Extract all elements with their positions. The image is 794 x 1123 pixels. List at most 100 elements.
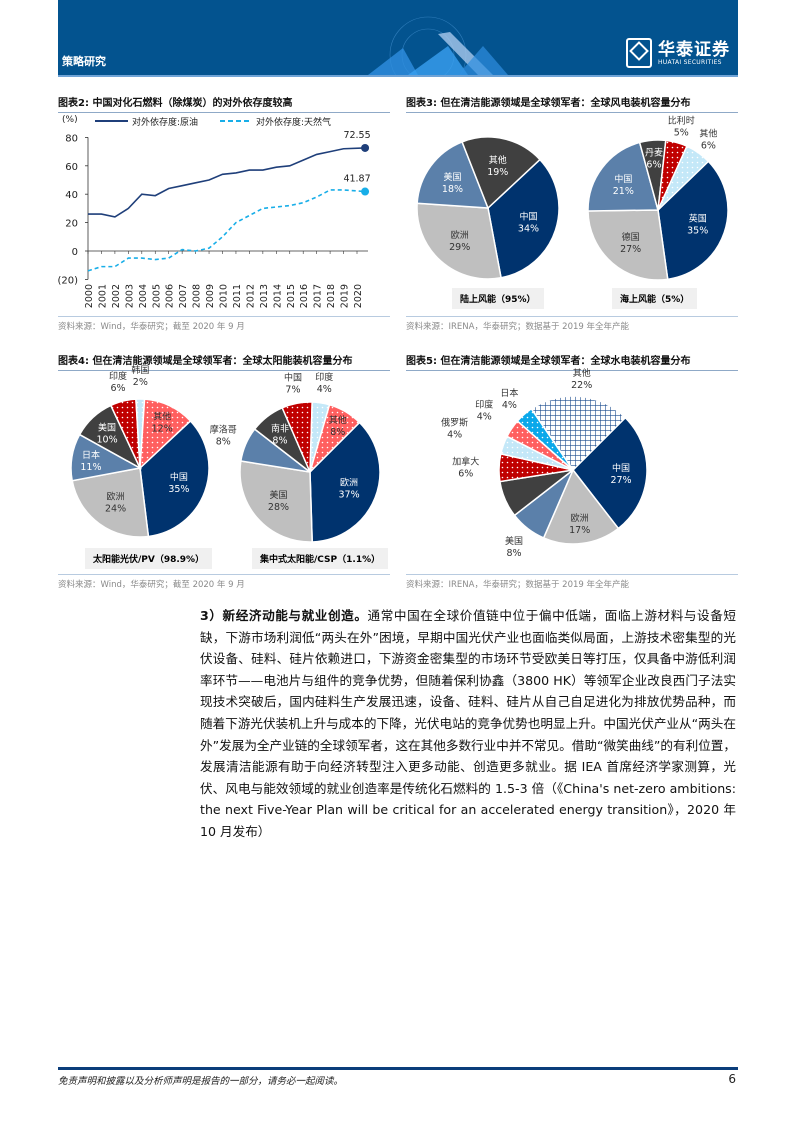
series-end-marker (361, 143, 370, 152)
fig3-title: 图表3: 但在清洁能源领域是全球领军者：全球风电装机容量分布 (406, 94, 738, 113)
pie-slice (416, 140, 490, 209)
pie-slice (572, 416, 648, 530)
pie-slice (657, 145, 710, 211)
pie-slice (71, 467, 150, 538)
y-tick-label: (20) (57, 275, 78, 286)
slice-pct: 6% (701, 140, 716, 151)
slice-pct: 7% (285, 385, 300, 396)
fig4-caption-pv: 太阳能光伏/PV（98.9%） (85, 548, 213, 569)
x-tick-label: 2018 (326, 284, 337, 308)
pie-slice (487, 158, 560, 279)
slice-name: 俄罗斯 (441, 416, 468, 428)
x-tick-label: 2013 (259, 284, 270, 308)
y-tick-label: 20 (65, 219, 78, 230)
slice-label: 印度4% (475, 399, 493, 423)
x-tick-label: 2012 (245, 284, 256, 308)
slice-name: 中国 (519, 210, 537, 222)
slice-pct: 29% (449, 242, 470, 253)
slice-pct: 8% (216, 436, 231, 447)
slice-label: 中国7% (284, 372, 302, 396)
x-tick-label: 2017 (313, 284, 324, 308)
series-end-marker (361, 187, 370, 196)
pie-slice (139, 398, 192, 470)
slice-pct: 18% (442, 184, 463, 195)
page-number: 6 (728, 1072, 736, 1086)
series-end-label: 72.55 (343, 130, 370, 141)
slice-name: 印度 (109, 370, 127, 382)
slice-name: 其他 (699, 127, 717, 139)
slice-name: 美国 (443, 171, 461, 183)
slice-name: 美国 (505, 535, 523, 547)
x-tick-label: 2020 (353, 284, 364, 308)
slice-name: 其他 (573, 367, 591, 379)
pie-charts: 中国34%欧洲29%美国18%其他19%英国35%德国27%中国21%丹麦6%比… (70, 115, 729, 559)
body-paragraph: 3）新经济动能与就业创造。通常中国在全球价值链中位于偏中低端，面临上游材料与设备… (200, 605, 736, 843)
y-axis-unit: (%) (62, 115, 78, 125)
slice-pct: 34% (518, 223, 539, 234)
slice-label: 印度4% (315, 371, 333, 395)
fig5-title: 图表5: 但在清洁能源领域是全球领军者：全球水电装机容量分布 (406, 352, 738, 371)
fig4-source: 资料来源：Wind，华泰研究；截至 2020 年 9 月 (58, 574, 390, 590)
y-tick-label: 80 (65, 133, 78, 144)
slice-pct: 2% (133, 377, 148, 388)
slice-name: 其他 (489, 154, 507, 166)
legend-oil-label: 对外依存度:原油 (132, 116, 198, 128)
slice-pct: 21% (613, 186, 634, 197)
series-line-1 (87, 189, 366, 272)
slice-label: 印度6% (109, 370, 127, 394)
slice-pct: 27% (610, 475, 631, 486)
pie-slice (309, 421, 381, 543)
slice-pct: 8% (506, 548, 521, 559)
x-tick-label: 2005 (151, 284, 162, 308)
slice-name: 欧洲 (451, 229, 469, 241)
y-tick-label: 60 (65, 162, 78, 173)
footer-rule (58, 1067, 738, 1070)
slice-name: 中国 (170, 471, 188, 483)
x-tick-label: 2016 (299, 284, 310, 308)
fig2-title: 图表2: 中国对化石燃料（除煤炭）的对外依存度较高 (58, 94, 390, 113)
x-tick-label: 2003 (124, 284, 135, 308)
slice-name: 美国 (98, 422, 116, 434)
slice-name: 其他 (329, 414, 347, 426)
x-tick-label: 2014 (272, 284, 283, 308)
slice-name: 德国 (622, 231, 640, 243)
slice-name: 英国 (689, 213, 707, 225)
slice-label: 日本4% (500, 387, 518, 411)
slice-pct: 12% (152, 423, 173, 434)
slice-pct: 4% (502, 400, 517, 411)
slice-pct: 6% (458, 469, 473, 480)
slice-pct: 4% (317, 384, 332, 395)
y-tick-label: 40 (65, 190, 78, 201)
slice-name: 日本 (82, 449, 100, 461)
pie-slice (587, 209, 669, 281)
pie-slice (416, 202, 502, 280)
fig3-caption-onshore: 陆上风能（95%） (452, 288, 544, 309)
pie-slice (530, 395, 627, 472)
fig4-caption-csp: 集中式太阳能/CSP（1.1%） (252, 548, 389, 569)
slice-name: 日本 (500, 387, 518, 399)
slice-name: 丹麦 (645, 147, 663, 159)
fig3-source: 资料来源：IRENA，华泰研究；数据基于 2019 年全年产能 (406, 316, 738, 332)
slice-pct: 22% (571, 380, 592, 391)
x-tick-label: 2002 (111, 284, 122, 308)
slice-pct: 4% (477, 412, 492, 423)
pie-slice (587, 141, 659, 212)
pie-slice (657, 160, 729, 281)
pie-slice (139, 419, 210, 538)
slice-name: 欧洲 (107, 490, 125, 502)
slice-pct: 6% (646, 160, 661, 171)
